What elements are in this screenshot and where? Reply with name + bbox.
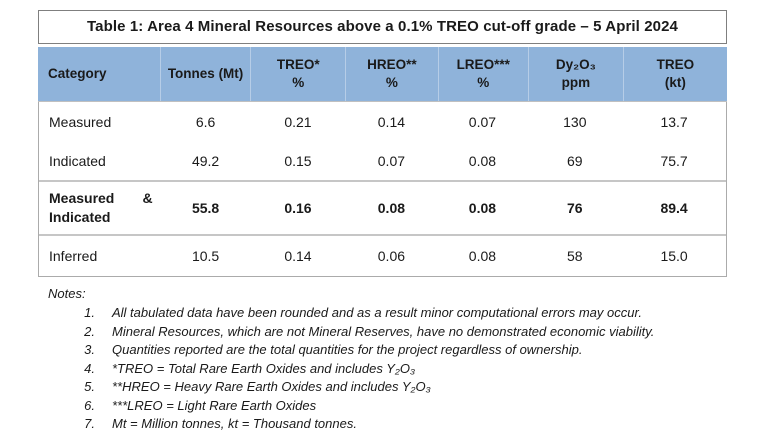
table-body: Measured 6.6 0.21 0.14 0.07 130 13.7 Ind…: [38, 102, 727, 277]
table-row-indicated: Indicated 49.2 0.15 0.07 0.08 69 75.7: [39, 141, 726, 180]
cell-treo-pct: 0.16: [284, 200, 312, 216]
note-item: 5. **HREO = Heavy Rare Earth Oxides and i…: [61, 378, 727, 397]
header-line1: Tonnes (Mt): [167, 66, 244, 81]
cell-treo-pct: 0.14: [284, 248, 312, 264]
note-text: ***LREO = Light Rare Earth Oxides: [112, 397, 317, 413]
note-item: 7. Mt = Million tonnes, kt = Thousand ton…: [61, 415, 727, 432]
column-header-category: Category: [38, 47, 160, 101]
column-header-hreo-pct: HREO**%: [345, 47, 437, 101]
cell-tonnes: 10.5: [191, 248, 220, 264]
cell-lreo-pct: 0.08: [468, 248, 497, 264]
cell-treo-pct: 0.21: [284, 113, 312, 130]
section-inferred: Inferred 10.5 0.14 0.06 0.08 58 15.0: [39, 234, 726, 276]
header-line1: Category: [48, 66, 107, 81]
cell-treo-kt: 89.4: [660, 200, 688, 216]
note-number: 7.: [84, 416, 95, 431]
cell-hreo-pct: 0.06: [377, 248, 406, 264]
column-header-tonnes: Tonnes (Mt): [159, 47, 250, 101]
cell-treo-kt: 13.7: [660, 113, 688, 130]
header-line1: HREO**: [367, 57, 417, 72]
table-row-measured-and-indicated: Measured & Indicated 55.8 0.16 0.08 0.08…: [39, 182, 726, 234]
table-row-inferred: Inferred 10.5 0.14 0.06 0.08 58 15.0: [39, 236, 726, 276]
column-header-dy2o3-ppm: Dy₂O₃ ppm: [527, 47, 623, 101]
cell-hreo-pct: 0.14: [377, 113, 406, 130]
note-item: 6. ***LREO = Light Rare Earth Oxides: [61, 397, 727, 416]
cell-dy2o3-ppm: 58: [567, 248, 583, 264]
cell-category: Measured: [49, 113, 112, 130]
notes-section: Notes: 1. All tabulated data have been ro…: [38, 285, 727, 432]
header-line1: TREO*: [276, 57, 320, 72]
cell-tonnes: 49.2: [191, 152, 220, 169]
note-number: 2.: [84, 323, 95, 339]
header-line1: TREO: [656, 57, 695, 72]
note-item: 2. Mineral Resources, which are not Miner…: [61, 323, 727, 342]
cell-dy2o3-ppm: 69: [567, 152, 583, 169]
note-number: 3.: [84, 342, 95, 357]
cell-treo-pct: 0.15: [284, 152, 312, 169]
cell-lreo-pct: 0.08: [468, 152, 497, 169]
header-line2: %: [385, 75, 398, 90]
cell-dy2o3-ppm: 130: [563, 113, 587, 130]
note-number: 4.: [84, 360, 95, 376]
note-item: 1. All tabulated data have been rounded a…: [61, 304, 727, 323]
header-line1: Dy₂O₃: [555, 57, 596, 72]
cell-tonnes: 55.8: [191, 200, 220, 216]
cell-dy2o3-ppm: 76: [567, 200, 583, 216]
note-item: 3. Quantities reported are the total quan…: [61, 341, 727, 360]
section-measured-and-indicated-total: Measured & Indicated 55.8 0.16 0.08 0.08…: [39, 180, 726, 234]
note-text: All tabulated data have been rounded and…: [112, 305, 642, 320]
cell-category: Indicated: [49, 152, 106, 169]
column-header-treo-pct: TREO*%: [250, 47, 345, 101]
table-row-measured: Measured 6.6 0.21 0.14 0.07 130 13.7: [39, 102, 726, 141]
note-text: Quantities reported are the total quanti…: [112, 342, 583, 357]
cell-treo-kt: 75.7: [660, 152, 688, 169]
table-title: Table 1: Area 4 Mineral Resources above …: [38, 10, 727, 44]
mineral-resources-table: Category Tonnes (Mt) TREO*% HREO**% LREO…: [38, 47, 727, 277]
note-number: 1.: [84, 305, 95, 320]
section-measured-indicated: Measured 6.6 0.21 0.14 0.07 130 13.7 Ind…: [39, 102, 726, 180]
note-text: *TREO = Total Rare Earth Oxides and incl…: [112, 360, 416, 376]
notes-heading: Notes:: [48, 286, 86, 301]
cell-category: Measured & Indicated: [49, 190, 153, 225]
note-text: Mineral Resources, which are not Mineral…: [112, 323, 655, 339]
cell-category: Inferred: [49, 248, 98, 264]
header-line2: %: [477, 75, 490, 90]
header-line2: %: [292, 75, 305, 90]
cell-lreo-pct: 0.08: [468, 200, 497, 216]
note-number: 6.: [84, 397, 95, 413]
header-line2: (kt): [664, 75, 686, 90]
note-text: **HREO = Heavy Rare Earth Oxides and inc…: [112, 379, 431, 394]
cell-hreo-pct: 0.07: [377, 152, 406, 169]
note-item: 4. *TREO = Total Rare Earth Oxides and in…: [61, 360, 727, 379]
note-text: Mt = Million tonnes, kt = Thousand tonne…: [112, 416, 357, 431]
cell-tonnes: 6.6: [195, 113, 216, 130]
cell-lreo-pct: 0.07: [468, 113, 497, 130]
notes-list: 1. All tabulated data have been rounded a…: [48, 304, 727, 432]
note-number: 5.: [84, 379, 95, 394]
column-header-treo-kt: TREO (kt): [622, 47, 727, 101]
column-header-lreo-pct: LREO***%: [437, 47, 528, 101]
header-line1: LREO***: [456, 57, 510, 72]
table-header-row: Category Tonnes (Mt) TREO*% HREO**% LREO…: [38, 47, 727, 102]
cell-hreo-pct: 0.08: [377, 200, 406, 216]
cell-treo-kt: 15.0: [660, 248, 688, 264]
header-line2: ppm: [561, 75, 591, 90]
table-title-text: Table 1: Area 4 Mineral Resources above …: [87, 18, 678, 35]
